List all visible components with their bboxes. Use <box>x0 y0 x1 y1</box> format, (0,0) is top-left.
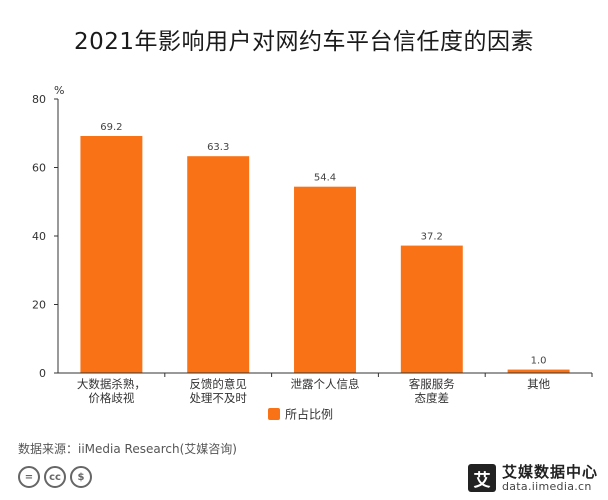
y-tick-label: 20 <box>32 299 46 312</box>
bar <box>294 186 356 373</box>
y-tick-label: 0 <box>39 367 46 380</box>
y-axis: % 0 20 40 60 80 <box>32 84 64 380</box>
x-category-label: 客服服务 <box>409 377 455 391</box>
legend-swatch <box>268 408 280 420</box>
legend: 所占比例 <box>268 407 333 422</box>
y-tick-label: 80 <box>32 93 46 106</box>
chart-title: 2021年影响用户对网约车平台信任度的因素 <box>73 29 535 55</box>
x-category-label: 其他 <box>527 377 550 391</box>
y-axis-unit-label: % <box>54 84 64 97</box>
cc-nd-icon: = <box>18 466 40 488</box>
x-category-label: 态度差 <box>415 391 450 405</box>
x-category-label: 反馈的意见 <box>189 377 247 391</box>
bar-data-label: 54.4 <box>314 173 336 184</box>
bar-data-label: 63.3 <box>207 142 229 153</box>
logo-name: 艾媒数据中心 <box>501 463 598 481</box>
x-category-label: 处理不及时 <box>189 391 247 405</box>
logo: 艾 艾媒数据中心 data.iimedia.cn <box>467 463 598 493</box>
bar <box>187 156 250 373</box>
bar <box>80 135 143 373</box>
y-tick-label: 40 <box>32 230 46 243</box>
cc-by-icon: $ <box>70 466 92 488</box>
y-tick-label: 60 <box>32 162 46 175</box>
bar-data-label: 37.2 <box>421 232 443 243</box>
license-icons: = cc $ <box>18 466 92 488</box>
bar-chart: % 0 20 40 60 80 69.2 63.3 54.4 37.2 1.0 大数据杀熟，价格歧… <box>32 84 593 422</box>
x-category-label: 泄露个人信息 <box>291 377 360 391</box>
data-source: 数据来源：iiMedia Research(艾媒咨询) <box>18 442 237 456</box>
cc-icon: cc <box>44 466 66 488</box>
x-category-label: 大数据杀熟， <box>77 377 146 391</box>
bar-data-label: 1.0 <box>531 356 547 367</box>
bar <box>400 245 463 373</box>
legend-label: 所占比例 <box>285 407 333 422</box>
bars: 69.2 63.3 54.4 37.2 1.0 <box>80 122 570 373</box>
x-category-label: 价格歧视 <box>88 391 134 405</box>
logo-mark: 艾 <box>467 464 496 493</box>
bar-data-label: 69.2 <box>100 122 122 133</box>
logo-url: data.iimedia.cn <box>501 479 592 493</box>
bar <box>507 369 570 373</box>
